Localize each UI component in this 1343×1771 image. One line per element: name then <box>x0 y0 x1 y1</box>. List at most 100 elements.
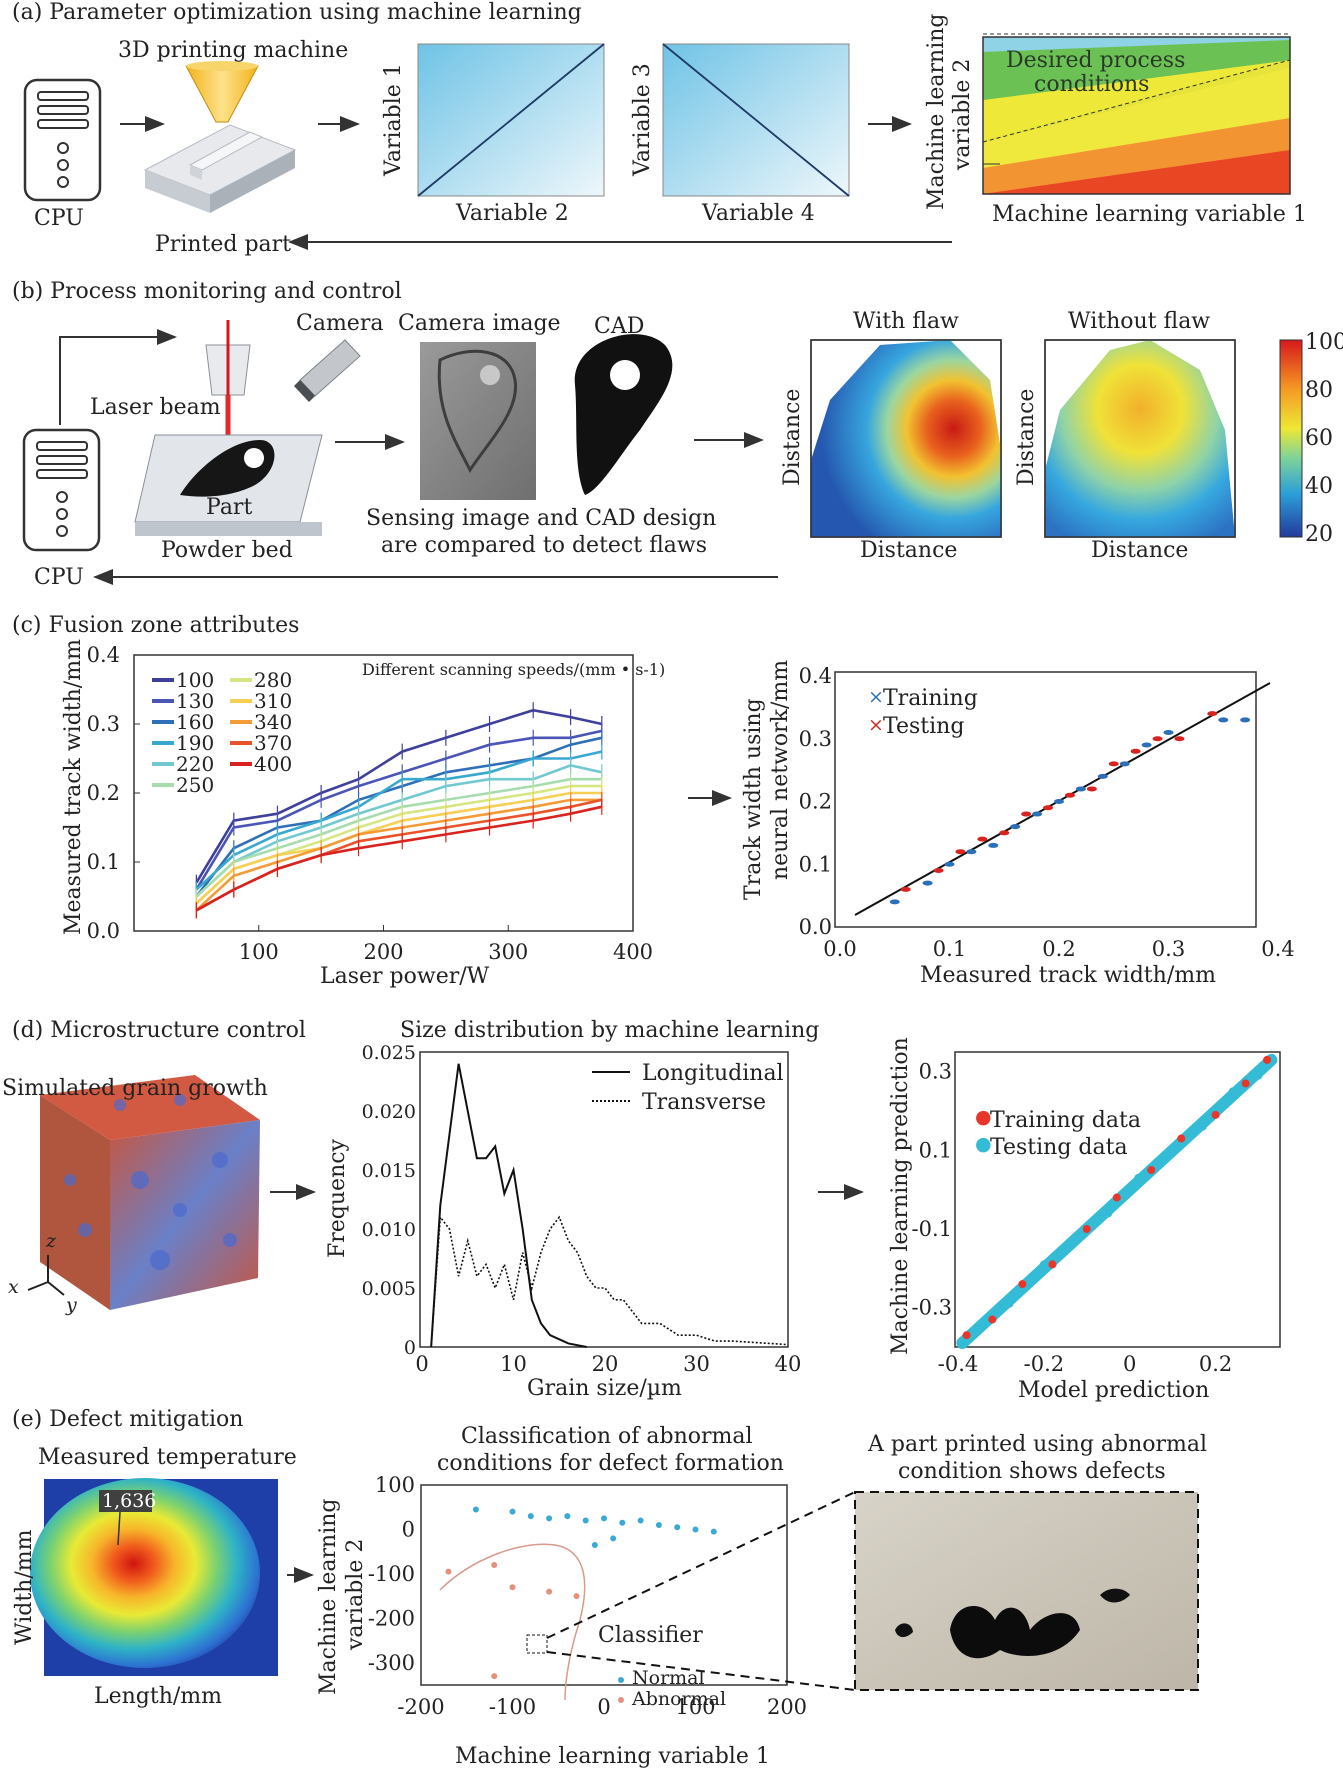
y-tick-label: 0.1 <box>919 1138 952 1162</box>
legend-marker-abnormal <box>618 1697 624 1703</box>
scatter-point-normal <box>655 1522 662 1528</box>
y-tick-label: -0.3 <box>912 1296 953 1320</box>
y-tick-label: -0.1 <box>912 1217 953 1241</box>
distance-ylabel-1: Distance <box>780 388 805 486</box>
x-tick-label: 0 <box>1123 1352 1136 1376</box>
x-tick-label: 0.2 <box>1042 937 1075 961</box>
dot-icon: ● <box>975 1106 992 1128</box>
defect-title-2: condition shows defects <box>898 1459 1166 1484</box>
legend-marker-normal <box>618 1677 624 1683</box>
scatter-point-testing-data <box>1254 1071 1263 1080</box>
colorbar-tick: 100 <box>1305 330 1343 355</box>
thermal-image <box>30 1478 278 1676</box>
y-tick-label: 0.1 <box>799 852 832 876</box>
scatter-point-testing-data <box>975 1323 984 1332</box>
scatter-point-training <box>1075 786 1086 792</box>
laser-head-icon <box>205 320 251 450</box>
scatter-point-training <box>1010 824 1021 830</box>
scatter-point-normal <box>527 1513 534 1520</box>
scatter-point-testing <box>1207 711 1218 717</box>
scatter-point-testing <box>1130 748 1141 754</box>
cad-label: CAD <box>594 314 645 339</box>
x-tick-label: 20 <box>592 1352 619 1376</box>
panel-c-title: (c) Fusion zone attributes <box>12 613 300 638</box>
nn-legend-testing: Testing <box>883 714 965 739</box>
nn-scatter-chart: 0.00.0 0.1 0.1 0.2 0.2 0.3 0.3 0.4 0.4 <box>799 664 1295 961</box>
colorbar-tick: 40 <box>1305 474 1333 499</box>
defect-title-1: A part printed using abnormal <box>868 1432 1208 1457</box>
pred-legend-training: Training data <box>990 1108 1141 1133</box>
y-tick-label: 0 <box>404 1337 416 1359</box>
ml-ylabel-line2: variable 2 <box>950 58 975 170</box>
printed-part-label: Printed part <box>155 232 292 257</box>
scatter-point-training <box>922 880 933 886</box>
cross-icon: × <box>868 714 884 736</box>
x-tick-label: 0.3 <box>1152 937 1185 961</box>
scatter-point-training-data <box>1147 1166 1156 1174</box>
feedback-arrow-icon <box>59 329 177 425</box>
heatmap-without-flaw <box>1044 339 1236 538</box>
axes-triad-icon <box>27 1255 65 1296</box>
scatter-point-testing <box>1108 761 1119 767</box>
x-tick-label: 0.1 <box>933 937 966 961</box>
cpu-label: CPU <box>34 206 84 231</box>
scatter-point-training-data <box>962 1331 971 1340</box>
length-xlabel: Length/mm <box>94 1684 223 1709</box>
x-tick-label: -0.2 <box>1024 1352 1065 1376</box>
grain-growth-label: Simulated grain growth <box>2 1076 268 1101</box>
x-tick-label: -100 <box>489 1695 536 1719</box>
y-tick-label: 0.005 <box>362 1278 416 1300</box>
scatter-point-training <box>1240 717 1251 723</box>
y-tick-label: 0.010 <box>362 1219 416 1241</box>
legend-label: 220 <box>176 752 214 776</box>
scatter-point-testing <box>955 849 966 855</box>
scatter-point-normal <box>674 1524 681 1531</box>
scatter-point-training-data <box>1018 1280 1027 1289</box>
desired-region-label: Desired process <box>1006 48 1186 73</box>
measured-temp-label: Measured temperature <box>38 1445 297 1470</box>
x-tick-label: 400 <box>613 940 653 964</box>
y-tick-label: 0.025 <box>362 1042 416 1064</box>
legend-label: 370 <box>254 731 292 755</box>
camera-image <box>420 342 536 500</box>
sensing-caption-1: Sensing image and CAD design <box>366 506 717 531</box>
colorbar-tick: 80 <box>1305 378 1333 403</box>
y-tick-label: 0.2 <box>87 781 120 805</box>
x-tick-label: 0.4 <box>1261 937 1294 961</box>
x-tick-label: 300 <box>488 940 528 964</box>
y-tick-label: 0.020 <box>362 1101 416 1123</box>
colorbar <box>1279 339 1303 538</box>
prediction-scatter-chart: -0.3 -0.1 0.1 0.3 -0.4 -0.2 0 0.2 <box>912 1051 1281 1376</box>
scatter-point-normal <box>472 1506 479 1513</box>
colorbar-tick: 20 <box>1305 522 1333 547</box>
x-tick-label: 30 <box>683 1352 710 1376</box>
with-flaw-label: With flaw <box>853 309 959 334</box>
scatter-point-normal <box>591 1542 598 1548</box>
speed-legend-title: Different scanning speeds/(mm • s-1) <box>362 660 666 679</box>
powder-bed-icon <box>134 434 323 536</box>
nn-legend-training: Training <box>883 686 978 711</box>
scatter-point-training <box>1141 742 1152 748</box>
y-tick-label: 0.3 <box>799 727 832 751</box>
class-legend-abnormal: Abnormal <box>632 1688 727 1710</box>
scatter-point-training-data <box>1211 1110 1220 1119</box>
scatter-point-training <box>1054 799 1064 804</box>
scatter-point-testing-data <box>1104 1209 1113 1218</box>
cad-shape <box>574 334 673 495</box>
axis-y-label: y <box>66 1294 77 1316</box>
legend-label: 250 <box>176 773 214 797</box>
scatter-point-training-data <box>1177 1134 1186 1143</box>
scatter-point-testing <box>933 868 944 874</box>
scatter-point-abnormal <box>509 1584 516 1591</box>
zoom-line-icon <box>546 1651 856 1691</box>
class-title-1: Classification of abnormal <box>461 1424 753 1449</box>
pred-xlabel: Model prediction <box>1018 1378 1210 1403</box>
powder-bed-label: Powder bed <box>161 538 293 563</box>
y-tick-label: 0.0 <box>87 919 120 943</box>
legend-transverse: Transverse <box>642 1090 767 1115</box>
classifier-label: Classifier <box>598 1623 703 1648</box>
variable-1-label: Variable 1 <box>381 63 406 176</box>
distance-ylabel-2: Distance <box>1014 388 1039 486</box>
frequency-ylabel: Frequency <box>325 1139 350 1258</box>
classification-chart: 100 0 -100 -200 -300 -200 -100 0 100 200 <box>368 1473 807 1719</box>
